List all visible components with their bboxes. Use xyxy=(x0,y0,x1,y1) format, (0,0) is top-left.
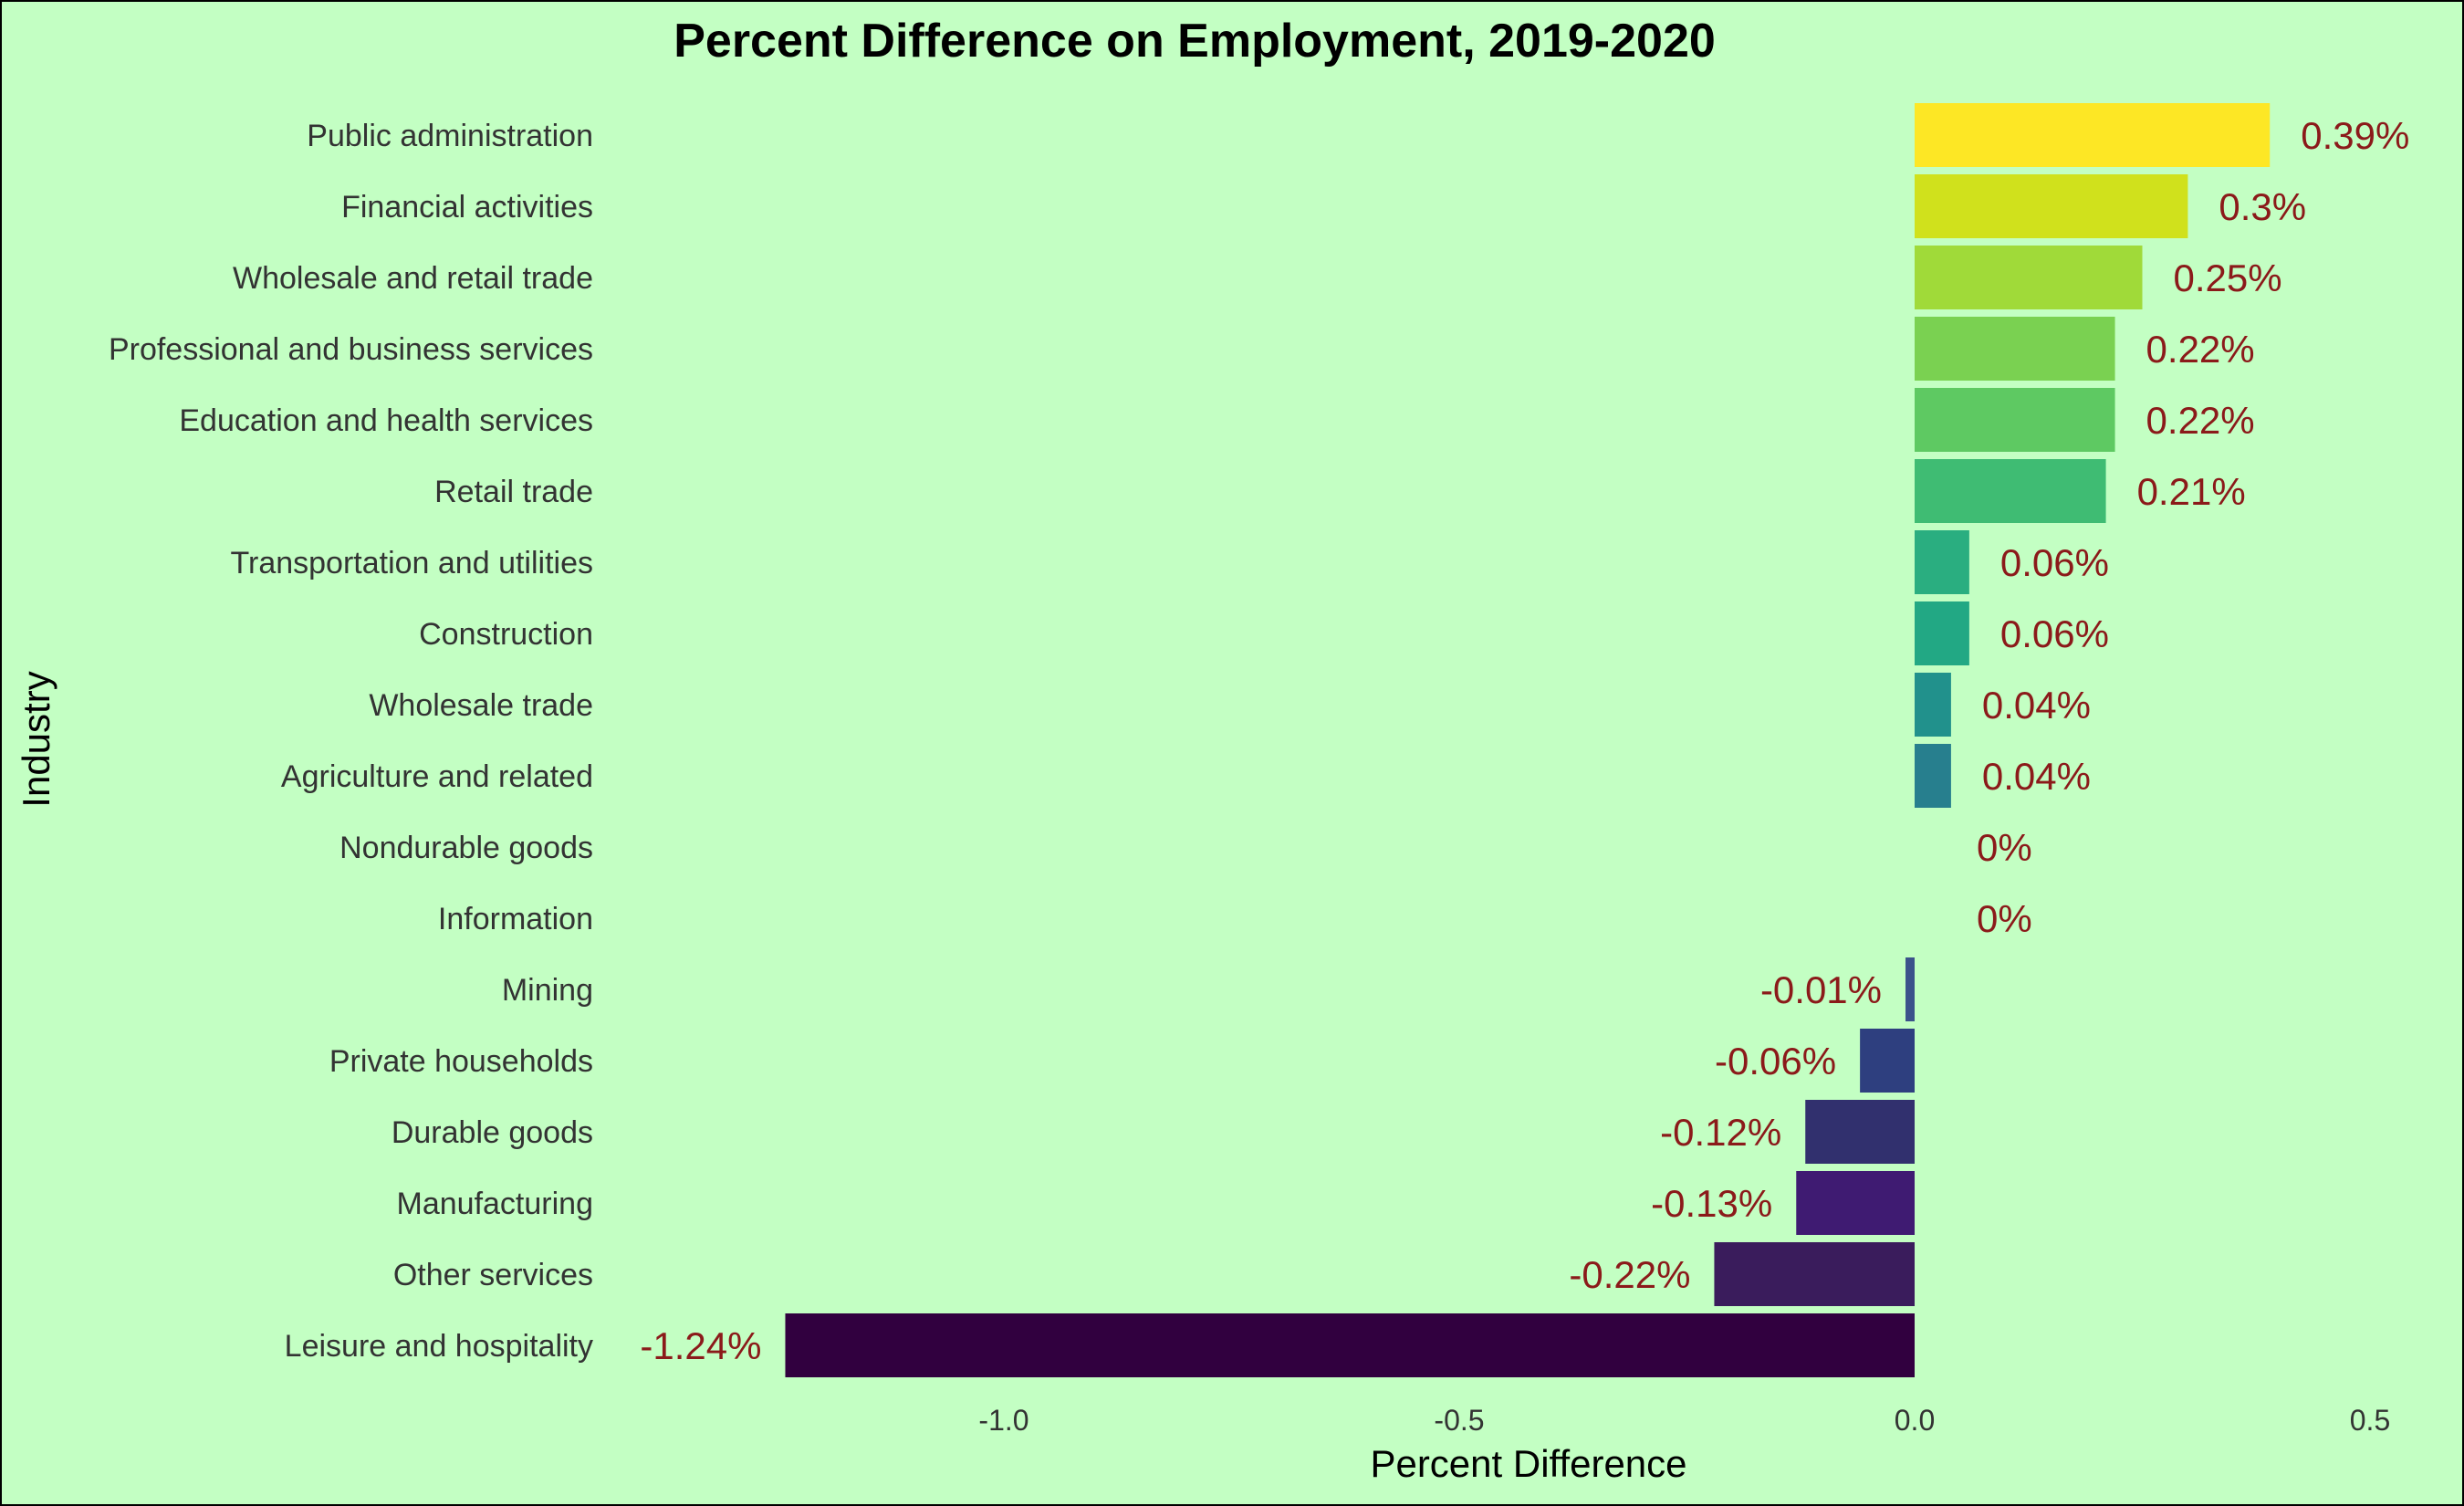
bar-education-and-health-services xyxy=(1915,388,2115,452)
bar-wholesale-trade xyxy=(1915,673,1951,737)
bar-public-administration xyxy=(1915,103,2271,167)
category-label: Agriculture and related xyxy=(281,759,593,794)
data-label: 0% xyxy=(1977,826,2032,869)
x-tick-label: 0.5 xyxy=(2350,1404,2390,1437)
category-label: Public administration xyxy=(307,119,593,153)
x-tick-label: -0.5 xyxy=(1434,1404,1484,1437)
category-label: Financial activities xyxy=(341,190,593,225)
category-label: Private households xyxy=(329,1044,593,1079)
chart-title: Percent Difference on Employment, 2019-2… xyxy=(673,15,1716,68)
data-label: 0.22% xyxy=(2146,328,2255,371)
data-label: -0.13% xyxy=(1651,1182,1772,1225)
category-label: Construction xyxy=(419,617,593,652)
data-label: 0.04% xyxy=(1982,684,2091,727)
bar-wholesale-and-retail-trade xyxy=(1915,246,2143,309)
bar-private-households xyxy=(1860,1029,1915,1093)
category-label: Other services xyxy=(393,1258,593,1292)
bar-manufacturing xyxy=(1796,1171,1915,1235)
x-axis-title: Percent Difference xyxy=(1370,1442,1686,1485)
category-label: Information xyxy=(438,902,593,936)
data-label: 0.39% xyxy=(2301,114,2409,157)
bar-construction xyxy=(1915,601,1969,665)
category-label: Durable goods xyxy=(392,1115,593,1150)
bar-agriculture-and-related xyxy=(1915,744,1951,808)
category-label: Education and health services xyxy=(179,403,593,438)
category-label: Wholesale and retail trade xyxy=(233,261,593,296)
bar-mining xyxy=(1905,957,1915,1021)
data-label: 0.25% xyxy=(2174,256,2282,299)
bar-professional-and-business-services xyxy=(1915,317,2115,381)
category-label: Manufacturing xyxy=(397,1187,593,1221)
category-label: Mining xyxy=(502,973,593,1008)
data-label: -0.01% xyxy=(1760,968,1882,1011)
data-label: -0.12% xyxy=(1660,1111,1781,1154)
x-tick-label: -1.0 xyxy=(978,1404,1028,1437)
bar-leisure-and-hospitality xyxy=(785,1313,1915,1377)
data-label: 0% xyxy=(1977,897,2032,940)
bar-other-services xyxy=(1714,1242,1915,1306)
data-label: 0.3% xyxy=(2219,185,2306,228)
x-axis-ticks-group: -1.0 -0.5 0.0 0.5 xyxy=(978,1404,2390,1437)
data-label: -0.22% xyxy=(1569,1253,1690,1296)
x-tick-label: 0.0 xyxy=(1895,1404,1935,1437)
data-label: 0.04% xyxy=(1982,755,2091,798)
bar-transportation-and-utilities xyxy=(1915,530,1969,594)
category-label: Wholesale trade xyxy=(369,688,593,723)
category-label: Leisure and hospitality xyxy=(285,1329,593,1364)
category-label: Retail trade xyxy=(434,475,593,509)
bars-group xyxy=(785,103,2271,1377)
data-label: 0.21% xyxy=(2137,470,2246,513)
category-label: Transportation and utilities xyxy=(230,546,593,580)
category-labels-group: Public administration Financial activitie… xyxy=(109,119,593,1364)
category-label: Nondurable goods xyxy=(339,831,593,865)
data-label: -1.24% xyxy=(640,1324,761,1367)
category-label: Professional and business services xyxy=(109,332,593,367)
bar-durable-goods xyxy=(1805,1100,1915,1164)
data-label: 0.06% xyxy=(2000,541,2109,584)
bar-retail-trade xyxy=(1915,459,2106,523)
bar-financial-activities xyxy=(1915,174,2188,238)
data-label: 0.22% xyxy=(2146,399,2255,442)
data-label: -0.06% xyxy=(1715,1040,1836,1082)
data-labels-group: 0.39% 0.3% 0.25% 0.22% 0.22% 0.21% 0.06% 0.06% 0… xyxy=(640,114,2409,1367)
data-label: 0.06% xyxy=(2000,612,2109,655)
y-axis-title: Industry xyxy=(15,671,57,807)
